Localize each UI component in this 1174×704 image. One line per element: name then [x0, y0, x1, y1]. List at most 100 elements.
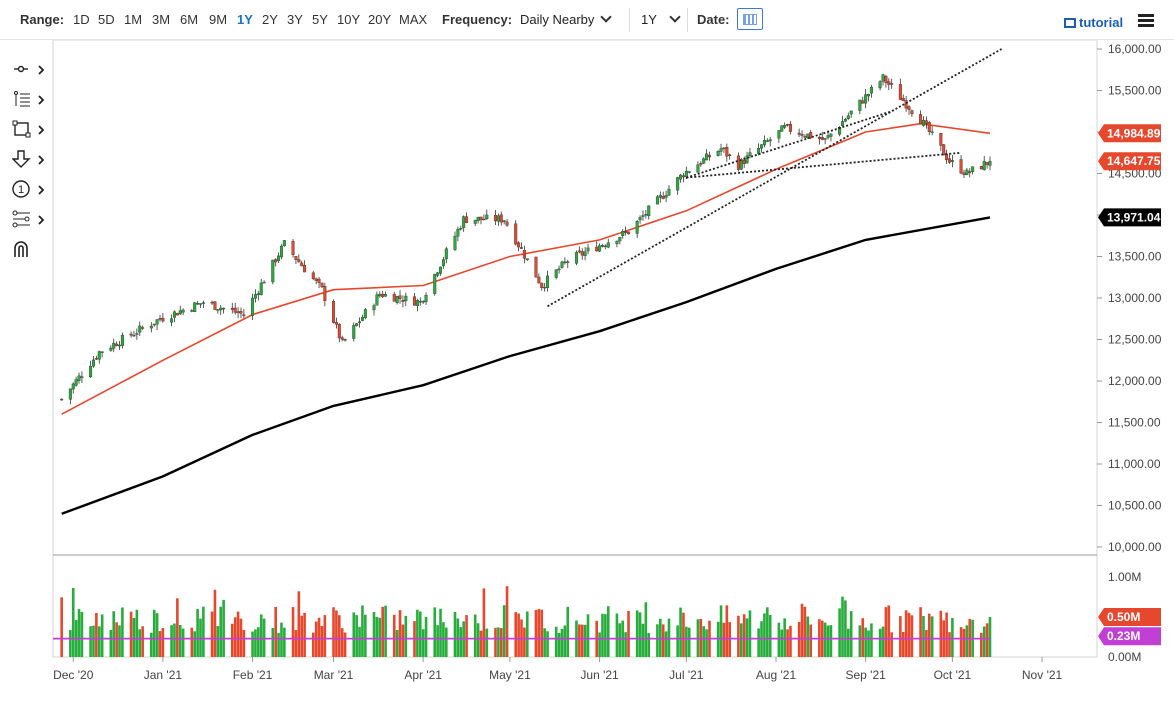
range-button-2y[interactable]: 2Y [262, 12, 278, 27]
x-tick-label: Jun '21 [580, 668, 619, 682]
candle [988, 156, 992, 171]
range-button-1d[interactable]: 1D [73, 12, 90, 27]
range-button-9m[interactable]: 9M [209, 12, 228, 27]
trendline-2[interactable] [686, 151, 962, 179]
candle [583, 247, 587, 261]
candle [360, 314, 364, 322]
volume-bar [687, 627, 691, 657]
candle [384, 291, 388, 297]
volume-bar [424, 616, 428, 657]
period-dropdown[interactable]: 1Y [641, 11, 681, 28]
candle [537, 273, 541, 284]
volume-bar [864, 627, 867, 657]
range-button-1y[interactable]: 1Y [237, 12, 253, 27]
candle [233, 302, 237, 315]
candle [172, 310, 176, 323]
volume-bar [381, 606, 384, 657]
volume-bar [135, 609, 139, 657]
range-button-20y[interactable]: 20Y [368, 12, 392, 27]
volume-bar [465, 615, 468, 657]
volume-bar [861, 618, 865, 657]
crosshair-tool-icon [14, 65, 28, 73]
candle [728, 153, 732, 160]
price-tags: 14,984.89 14,647.75 13,971.04 0.50M 0.23M [1098, 124, 1161, 646]
candle [115, 341, 119, 347]
calendar-icon[interactable] [737, 8, 763, 30]
candle [499, 211, 503, 226]
volume-bar [433, 607, 437, 657]
trendline-1[interactable] [547, 48, 1003, 308]
candle [375, 291, 379, 306]
volume-bar [922, 615, 925, 657]
candle [358, 317, 362, 328]
numbered-marker-tool-button[interactable]: 1 [12, 180, 48, 200]
range-button-3y[interactable]: 3Y [287, 12, 303, 27]
chart-frame [52, 40, 1098, 658]
last-volume-tag: 0.50M [1098, 608, 1161, 626]
volume-bar [497, 627, 500, 657]
candle [311, 270, 315, 281]
candle [846, 112, 850, 120]
candle [381, 290, 385, 299]
range-button-10y[interactable]: 10Y [337, 12, 361, 27]
volume-bar [682, 612, 685, 657]
tutorial-link[interactable]: tutorial [1064, 15, 1123, 30]
range-button-1m[interactable]: 1M [124, 12, 143, 27]
volume-bar [618, 623, 622, 657]
x-tick-label: Aug '21 [756, 668, 797, 682]
volume-bar [870, 623, 873, 657]
volume-bar [257, 627, 260, 657]
period-value: 1Y [641, 12, 657, 27]
frequency-dropdown[interactable]: Daily Nearby [520, 11, 613, 28]
candle [881, 73, 885, 86]
menu-icon[interactable] [1138, 14, 1154, 28]
candle [294, 255, 298, 264]
candle [867, 93, 871, 102]
candle [352, 322, 356, 342]
pattern-tool-button[interactable] [12, 210, 48, 230]
volume-bar [129, 611, 133, 657]
range-button-6m[interactable]: 6M [180, 12, 199, 27]
volume-bar [719, 605, 723, 657]
volume-bar [644, 602, 648, 657]
volume-bar [745, 618, 749, 657]
volume-bar [679, 607, 682, 657]
x-tick-label: Apr '21 [404, 668, 442, 682]
range-button-5d[interactable]: 5D [98, 12, 115, 27]
candle [979, 165, 983, 170]
range-button-3m[interactable]: 3M [152, 12, 171, 27]
volume-bar [121, 607, 124, 657]
magnet-tool-button[interactable] [12, 240, 48, 260]
y-tick-label: 15,500.00 [1108, 84, 1162, 98]
fibonacci-tool-button[interactable] [12, 90, 48, 110]
range-button-max[interactable]: MAX [399, 12, 428, 27]
crosshair-tool-button[interactable] [12, 60, 48, 80]
rectangle-tool-button[interactable] [12, 120, 48, 140]
candle [800, 130, 804, 139]
candle [760, 144, 764, 153]
candle [574, 250, 578, 266]
candle [210, 300, 214, 305]
candle [716, 150, 720, 157]
trendline-3[interactable] [686, 110, 892, 179]
candle [181, 308, 185, 315]
candle [303, 260, 307, 273]
x-tick-label: May '21 [489, 668, 531, 682]
volume-bar [352, 612, 356, 657]
candle [557, 265, 561, 274]
volume-bar [161, 627, 165, 657]
candle [910, 109, 914, 117]
candle [314, 277, 318, 285]
range-button-5y[interactable]: 5Y [312, 12, 328, 27]
volume-bar [193, 631, 197, 657]
volume-bar [303, 612, 306, 657]
date-label: Date: [697, 12, 730, 27]
candle [667, 185, 671, 196]
candle [462, 215, 466, 232]
volume-bar [789, 625, 792, 657]
arrow-down-tool-button[interactable] [12, 150, 48, 170]
candle [788, 121, 792, 135]
price-chart[interactable]: 16,500.0016,000.0015,500.0015,000.0014,5… [0, 40, 1174, 704]
candle [118, 341, 122, 350]
candle [679, 173, 683, 183]
